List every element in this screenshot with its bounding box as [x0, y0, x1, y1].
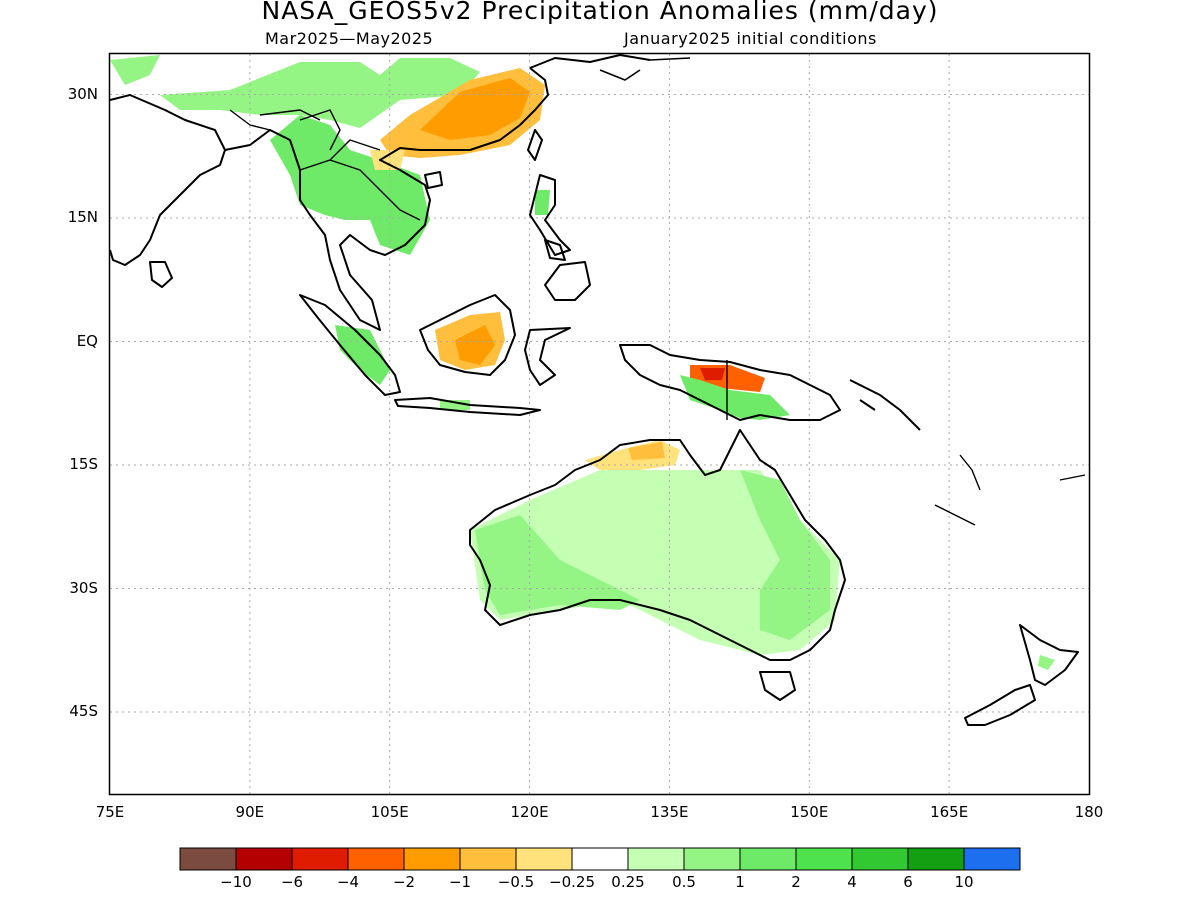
colorbar-swatch — [627, 847, 685, 871]
latitude-label: 30N — [67, 84, 98, 103]
colorbar-label: −10 — [220, 873, 252, 891]
colorbar-swatch — [739, 847, 797, 871]
colorbar-swatch — [459, 847, 517, 871]
colorbar-swatch — [683, 847, 741, 871]
colorbar-swatch — [907, 847, 965, 871]
colorbar-label: 10 — [954, 873, 974, 891]
colorbar-label: 1 — [735, 873, 745, 891]
longitude-label: 90E — [235, 803, 265, 821]
colorbar-label: −1 — [448, 873, 472, 891]
coast-tasmania — [759, 671, 796, 701]
longitude-label: 165E — [930, 803, 969, 821]
anomaly-philippines-green — [535, 190, 550, 215]
colorbar-label: 6 — [903, 873, 913, 891]
coast-solomons — [849, 379, 921, 431]
colorbar — [179, 847, 1021, 871]
longitude-label: 180 — [1074, 803, 1104, 821]
coast-india — [109, 94, 226, 266]
anomaly-java-green — [440, 400, 470, 410]
latitude-label: 45S — [69, 702, 98, 720]
coast-luzon — [529, 174, 571, 256]
longitude-label: 135E — [650, 803, 689, 821]
colorbar-swatch — [515, 847, 573, 871]
anomaly-indochina-green — [270, 115, 430, 255]
longitude-label: 150E — [790, 803, 829, 821]
latitude-label: 15N — [67, 208, 98, 226]
colorbar-swatch — [403, 847, 461, 871]
graticule — [110, 54, 1089, 794]
border-se-asia — [229, 109, 421, 221]
anomaly-australia-north-core — [628, 442, 665, 460]
colorbar-swatch — [291, 847, 349, 871]
coast-mainland-sea — [224, 67, 549, 331]
anomaly-sumatra-green — [335, 325, 390, 385]
coast-mindanao — [544, 261, 591, 301]
coast-nz-north — [1019, 624, 1079, 686]
coast-sumatra — [299, 294, 401, 396]
coast-sulawesi — [524, 327, 571, 386]
colorbar-swatch — [851, 847, 909, 871]
colorbar-label: −2 — [392, 873, 416, 891]
colorbar-swatch — [963, 847, 1021, 871]
anomaly-borneo-core — [455, 325, 495, 365]
colorbar-label: 2 — [791, 873, 801, 891]
anomaly-china-core-orange — [420, 78, 530, 140]
map-frame — [108, 52, 1091, 796]
colorbar-label: −4 — [336, 873, 360, 891]
coast-srilanka — [149, 261, 173, 288]
anomaly-newguinea-green — [680, 375, 790, 420]
anomaly-tibet-green — [160, 58, 480, 128]
colorbar-swatch — [795, 847, 853, 871]
longitude-label: 75E — [95, 803, 125, 821]
colorbar-swatch — [347, 847, 405, 871]
colorbar-swatch — [235, 847, 293, 871]
coast-nz-south — [964, 684, 1036, 726]
initial-conditions: January2025 initial conditions — [624, 29, 877, 48]
anomaly-india-green — [110, 55, 160, 85]
colorbar-label: 0.5 — [672, 873, 696, 891]
coast-newguinea — [619, 344, 841, 421]
anomaly-nz-green — [1038, 655, 1055, 670]
coast-borneo — [419, 294, 516, 376]
coast-islands-sw-pacific — [934, 454, 1086, 526]
latitude-label: 30S — [69, 578, 98, 597]
latitude-label: EQ — [76, 331, 98, 350]
coast-taiwan — [527, 129, 543, 161]
colorbar-label: −0.5 — [497, 873, 535, 891]
coast-japan — [599, 57, 691, 81]
coast-australia — [469, 429, 846, 661]
anomaly-australia-east — [740, 470, 830, 640]
colorbar-swatch — [179, 847, 237, 871]
colorbar-label: 4 — [847, 873, 857, 891]
latitude-label: 15S — [69, 455, 98, 473]
coast-visayas — [544, 239, 566, 261]
colorbar-label: 0.25 — [611, 873, 645, 891]
map-title: NASA_GEOS5v2 Precipitation Anomalies (mm… — [261, 0, 939, 25]
longitude-label: 105E — [370, 803, 409, 821]
coast-hainan — [424, 171, 443, 189]
anomaly-australia-west — [475, 515, 640, 615]
colorbar-label: −6 — [280, 873, 304, 891]
longitude-label: 120E — [510, 803, 549, 821]
coast-java — [394, 397, 541, 416]
colorbar-label: −0.25 — [549, 873, 595, 891]
colorbar-swatch — [571, 847, 629, 871]
coast-china-north — [529, 54, 651, 69]
forecast-period: Mar2025—May2025 — [265, 29, 434, 48]
anomaly-newguinea-core — [700, 368, 725, 380]
anomaly-shading — [110, 55, 1055, 670]
coastlines — [109, 54, 1086, 726]
anomaly-china-yellow — [370, 150, 405, 170]
